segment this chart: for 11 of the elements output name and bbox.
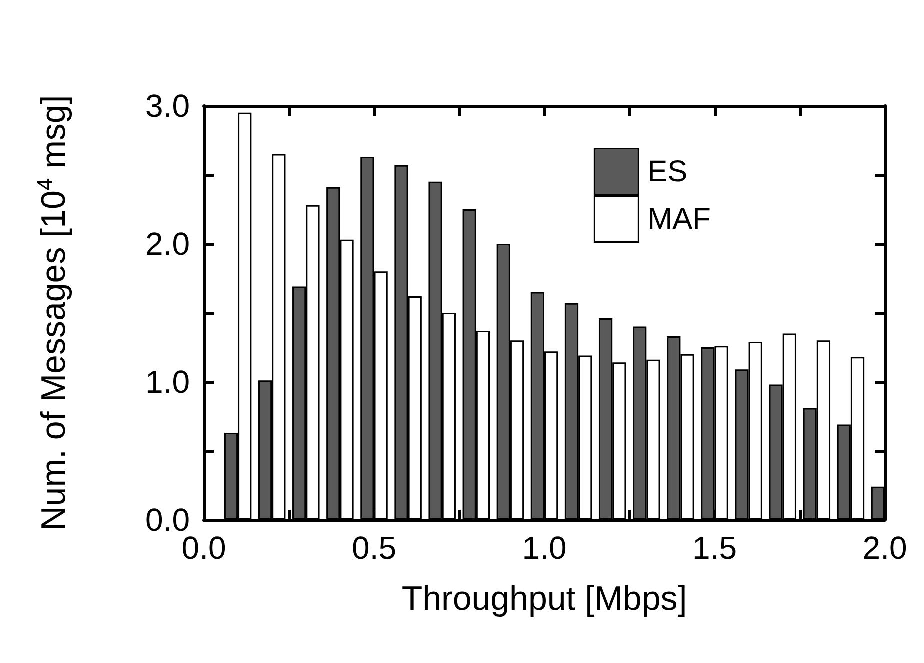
x-tick-label: 0.5: [352, 530, 396, 566]
x-tick-label: 1.5: [692, 530, 737, 566]
y-tick-label: 3.0: [146, 88, 190, 124]
legend-label: MAF: [648, 202, 712, 236]
legend-label: ES: [648, 155, 688, 188]
y-axis-title: Num. of Messages [104 msg]: [32, 95, 73, 531]
y-tick-label: 2.0: [146, 226, 190, 262]
x-tick-label: 1.0: [522, 530, 567, 566]
x-tick-label: 2.0: [862, 530, 908, 566]
x-axis-title: Throughput [Mbps]: [402, 580, 688, 618]
y-tick-label: 1.0: [146, 364, 190, 400]
